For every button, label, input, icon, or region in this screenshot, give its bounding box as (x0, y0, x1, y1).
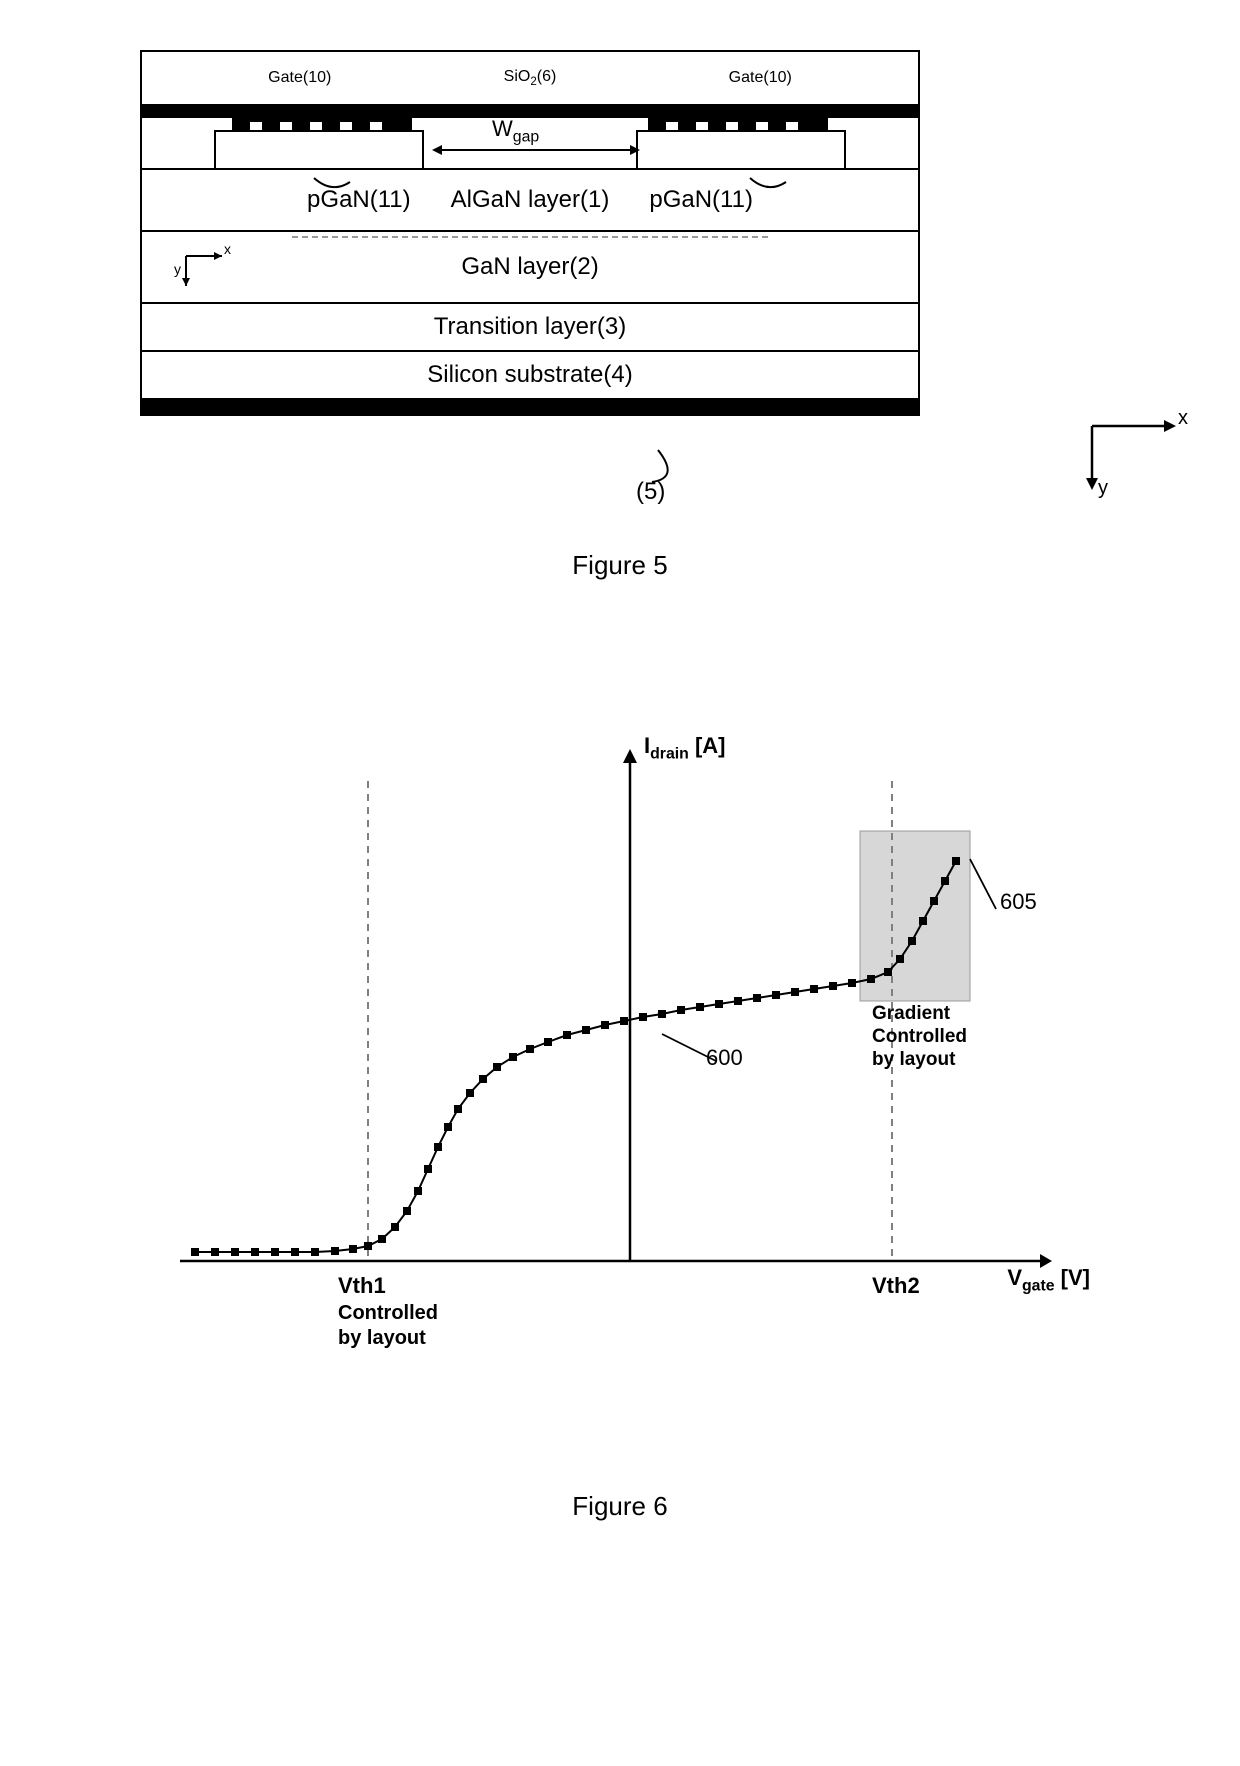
gradient-box-note: Gradient Controlled by layout (872, 1003, 967, 1071)
vth2-tick-label: Vth2 (872, 1273, 920, 1299)
gate-right-label: Gate(10) (729, 69, 792, 87)
pgan-right-label: pGaN(11) (649, 186, 753, 214)
callout-600: 600 (706, 1045, 743, 1071)
figure5-diagram: Gate(10) SiO2(6) Gate(10) Wgap (80, 40, 1160, 520)
back-contact-bar (142, 398, 918, 414)
layer-stack: Gate(10) SiO2(6) Gate(10) Wgap (140, 50, 920, 416)
xy-axes-outer: x y (1080, 410, 1190, 500)
gate-layer: Wgap (142, 104, 918, 168)
gan-layer: x y GaN layer(2) (142, 230, 918, 302)
transition-layer: Transition layer(3) (142, 302, 918, 350)
gate-left-label: Gate(10) (268, 69, 331, 87)
top-label-row: Gate(10) SiO2(6) Gate(10) (142, 52, 918, 104)
callout-605: 605 (1000, 889, 1037, 915)
2deg-dashed-line (292, 236, 768, 238)
xy-axes-inset: x y (172, 244, 236, 292)
y-axis-label: Idrain [A] (644, 733, 726, 763)
pgan-box-left (214, 130, 424, 168)
sio2-label: SiO2(6) (504, 68, 557, 88)
algan-center-label: AlGaN layer(1) (451, 186, 610, 214)
svg-text:y: y (1098, 477, 1108, 499)
svg-text:x: x (224, 244, 231, 257)
algan-layer: pGaN(11) AlGaN layer(1) pGaN(11) (142, 168, 918, 230)
wgap-arrow (432, 140, 640, 160)
silicon-label: Silicon substrate(4) (427, 361, 632, 389)
svg-text:y: y (174, 261, 181, 277)
transition-label: Transition layer(3) (434, 313, 627, 341)
x-axis-label: Vgate [V] (1007, 1265, 1090, 1295)
pgan-box-right (636, 130, 846, 168)
figure6-chart: Idrain [A] Vgate [V] Vth1 Controlled by … (160, 721, 1080, 1461)
vth1-tick-label: Vth1 (338, 1273, 386, 1299)
silicon-substrate-layer: Silicon substrate(4) (142, 350, 918, 398)
back-contact-label: (5) (636, 478, 665, 506)
figure6-caption: Figure 6 (80, 1491, 1160, 1522)
vth1-note: Controlled by layout (338, 1301, 438, 1351)
pgan-left-label: pGaN(11) (307, 186, 411, 214)
figure5-caption: Figure 5 (80, 550, 1160, 581)
svg-text:x: x (1178, 410, 1188, 429)
gan-label: GaN layer(2) (461, 253, 598, 281)
